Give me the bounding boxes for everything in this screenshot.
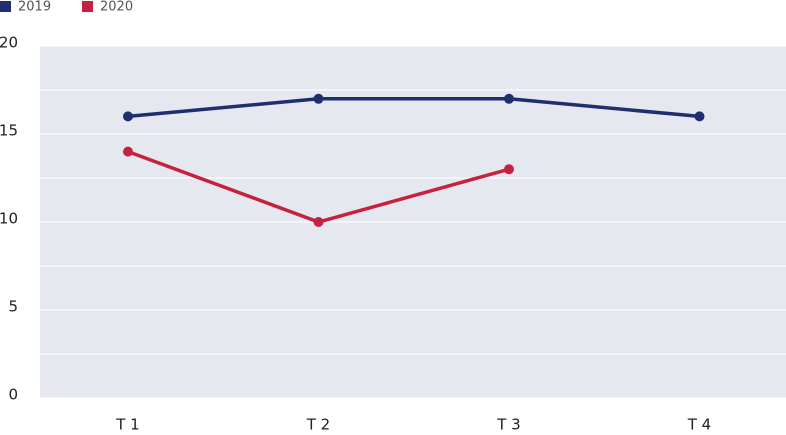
data-point — [504, 93, 514, 104]
legend-swatch — [0, 1, 11, 12]
x-tick-label: T 2 — [306, 416, 330, 434]
data-point — [694, 111, 705, 122]
x-tick-label: T 1 — [115, 416, 139, 434]
y-tick-label: 0 — [8, 386, 18, 404]
y-tick-label: 10 — [0, 210, 18, 228]
y-tick-label: 5 — [8, 298, 18, 316]
data-point — [313, 93, 324, 104]
y-tick-label: 15 — [0, 122, 18, 140]
series-line — [127, 97, 700, 119]
data-point — [504, 164, 514, 175]
legend-label: 2020 — [100, 0, 133, 15]
x-tick-label: T 3 — [496, 416, 520, 434]
y-tick-label: 20 — [0, 34, 18, 52]
legend-swatch — [82, 1, 93, 12]
x-tick-label: T 4 — [687, 416, 711, 434]
data-point — [313, 217, 324, 227]
data-point — [123, 111, 133, 122]
legend-label: 2019 — [18, 0, 51, 15]
data-point — [123, 146, 133, 157]
